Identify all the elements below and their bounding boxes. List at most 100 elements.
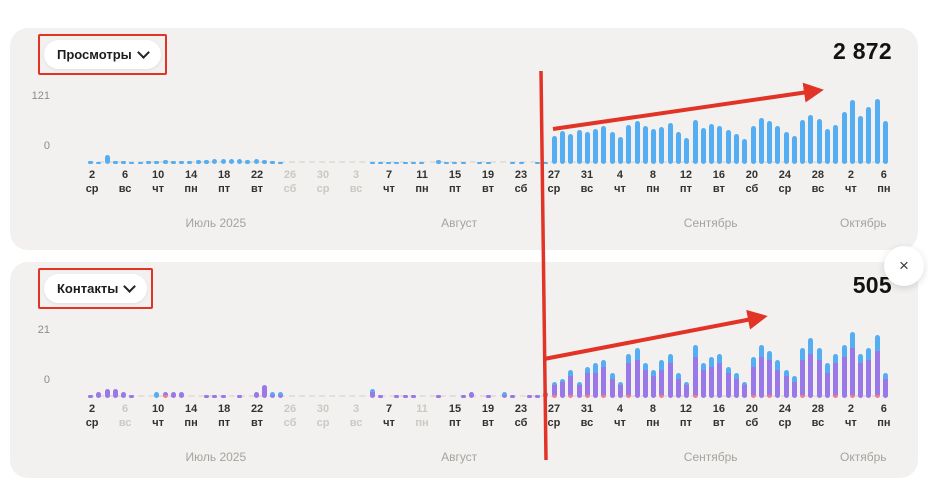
bar [96, 161, 102, 164]
contacts-dropdown[interactable]: Контакты [44, 274, 148, 303]
x-tick: 4 чт [614, 403, 626, 429]
bar [750, 357, 756, 398]
bar-segment-purple [709, 366, 715, 398]
bar [228, 158, 234, 164]
bar [220, 159, 226, 164]
bar-segment-purple [841, 357, 847, 398]
bar [402, 394, 408, 398]
x-tick: 14 пн [184, 169, 198, 195]
bar-segment-blue [717, 354, 723, 364]
bar-segment-views [618, 136, 623, 164]
bar-segment-blue [767, 350, 773, 361]
bar [883, 372, 888, 398]
bar-segment-purple [874, 350, 880, 395]
bar [261, 385, 267, 398]
bar-segment-views [435, 159, 441, 164]
bar-segment-views [104, 155, 110, 164]
bar-segment-views [626, 124, 632, 164]
bar-segment-purple [510, 394, 516, 398]
bar [601, 125, 607, 164]
bar [220, 394, 226, 398]
bar [419, 161, 425, 164]
bar-segment-pink [750, 394, 756, 398]
bar-segment-views [551, 135, 557, 164]
views-dropdown[interactable]: Просмотры [44, 40, 161, 69]
bar [195, 160, 201, 164]
views-bars [88, 96, 888, 164]
bar [369, 161, 375, 164]
bar-segment-blue [841, 344, 847, 358]
bar [841, 112, 847, 164]
bar-segment-blue [593, 363, 599, 373]
bar-segment-purple [725, 372, 731, 398]
bar [394, 161, 400, 164]
x-tick: 16 вт [712, 403, 726, 429]
bar [386, 161, 392, 164]
bar [767, 350, 773, 398]
bar-segment-blue [270, 391, 276, 395]
bar [709, 357, 715, 398]
bar-segment-purple [717, 363, 723, 398]
bar-segment-purple [692, 357, 698, 395]
bar-segment-purple [179, 391, 185, 398]
bar-segment-views [775, 125, 781, 164]
bar [593, 363, 599, 398]
x-tick: 11 пн [415, 403, 429, 429]
bar [642, 125, 648, 164]
bar [551, 135, 557, 164]
bar [145, 161, 151, 164]
bar [237, 159, 243, 164]
x-tick: 12 пт [679, 169, 693, 195]
bar [154, 391, 160, 398]
close-button[interactable]: × [884, 246, 924, 286]
x-tick: 7 чт [383, 169, 395, 195]
contacts-y-max-label: 21 [37, 324, 50, 336]
bar [800, 347, 806, 398]
bar [435, 394, 441, 398]
bar-segment-purple [816, 360, 822, 398]
bar [104, 388, 110, 398]
bar-segment-views [369, 161, 375, 164]
contacts-y-zero-label: 0 [43, 374, 50, 386]
x-tick: 28 вс [811, 403, 825, 429]
bar [675, 132, 681, 164]
bar-segment-views [129, 161, 135, 164]
bar [121, 161, 127, 164]
bar-segment-views [833, 124, 839, 164]
bar-segment-views [377, 161, 383, 164]
bar-segment-views [874, 98, 880, 164]
x-tick: 30 ср [316, 403, 330, 429]
x-tick: 23 сб [514, 403, 528, 429]
x-tick: 31 вс [580, 403, 594, 429]
bar [667, 123, 673, 164]
bar [609, 372, 615, 398]
contacts-panel: Контакты 505 21 0 2 ср 6 вс 10 чт 14 пн 18 пт 22 вт… [10, 262, 918, 478]
x-tick: 27 ср [547, 169, 561, 195]
bar [767, 121, 773, 164]
bar-segment-blue [791, 376, 797, 383]
bar [700, 363, 706, 398]
bar [584, 132, 590, 164]
bar-segment-purple [203, 394, 209, 398]
bar [634, 121, 640, 164]
bar-segment-views [568, 134, 574, 164]
x-tick: 2 чт [844, 403, 857, 429]
bar-segment-purple [642, 369, 648, 398]
bar-segment-blue [758, 344, 764, 358]
bar [783, 369, 789, 398]
bar-segment-views [742, 139, 748, 164]
bar-segment-views [593, 128, 599, 164]
bar [816, 347, 822, 398]
bar-segment-purple [742, 385, 748, 398]
bar [725, 366, 731, 398]
bar [560, 131, 566, 164]
bar [526, 394, 532, 398]
bar-segment-pink [626, 394, 632, 398]
bar [775, 125, 781, 164]
x-tick: 15 пт [448, 169, 462, 195]
bar-segment-purple [800, 360, 806, 395]
bar [435, 159, 441, 164]
x-tick: 14 пн [184, 403, 198, 429]
bar [684, 137, 690, 164]
bar [502, 391, 508, 398]
